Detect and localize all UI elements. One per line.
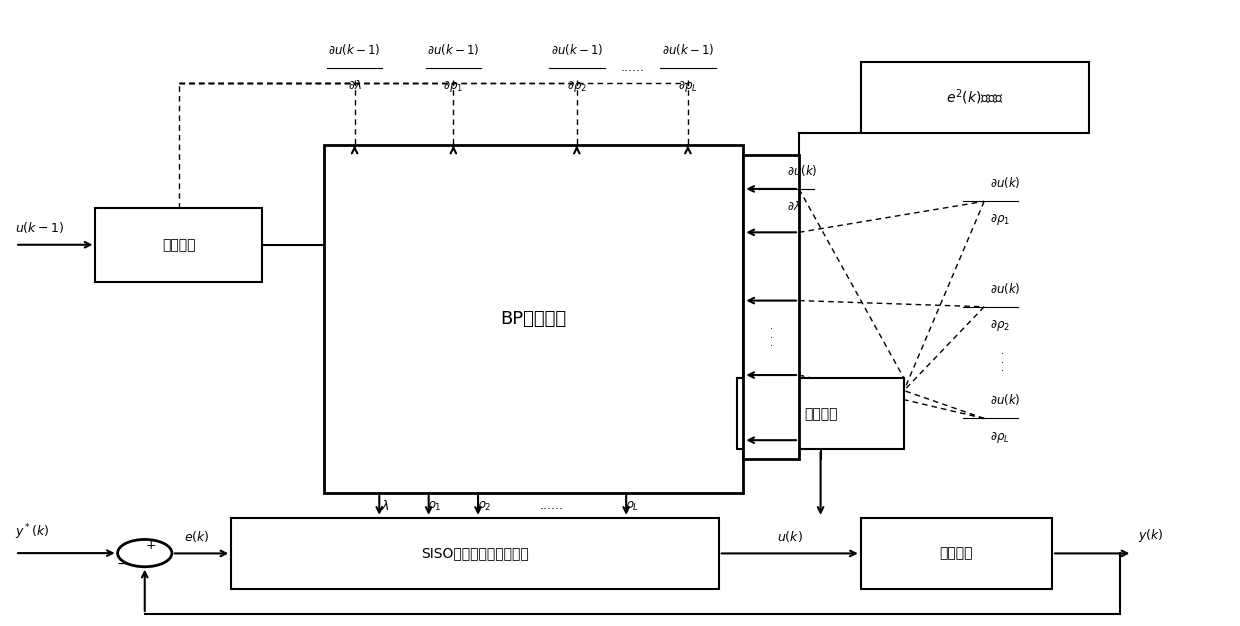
Text: $\partial u(k)$: $\partial u(k)$ — [991, 175, 1021, 190]
Bar — [231, 518, 719, 589]
Text: $u(k-1)$: $u(k-1)$ — [15, 220, 64, 235]
Text: $\rho_L$: $\rho_L$ — [625, 499, 640, 513]
Text: $\partial u(k-1)$: $\partial u(k-1)$ — [551, 42, 603, 57]
Bar — [744, 155, 799, 459]
Text: 偏导信息: 偏导信息 — [162, 238, 196, 252]
Text: $\lambda$: $\lambda$ — [381, 499, 389, 513]
Text: $\partial\rho_L$: $\partial\rho_L$ — [991, 429, 1009, 444]
Text: $\partial\lambda$: $\partial\lambda$ — [786, 200, 801, 213]
Text: $\partial u(k)$: $\partial u(k)$ — [991, 280, 1021, 295]
Text: $\rho_2$: $\rho_2$ — [477, 499, 491, 513]
Bar — [738, 378, 904, 449]
Bar — [324, 145, 744, 493]
Text: $u(k)$: $u(k)$ — [776, 529, 802, 544]
Bar — [861, 62, 1089, 133]
Text: $\partial u(k-1)$: $\partial u(k-1)$ — [329, 42, 381, 57]
Text: ·
·
·: · · · — [1001, 349, 1004, 376]
Text: $\partial\rho_2$: $\partial\rho_2$ — [567, 79, 587, 94]
Text: $\partial u(k)$: $\partial u(k)$ — [786, 163, 817, 178]
Text: $\partial u(k)$: $\partial u(k)$ — [991, 393, 1021, 408]
Text: $\partial u(k-1)$: $\partial u(k-1)$ — [662, 42, 714, 57]
Text: SISO偏格式无模型控制器: SISO偏格式无模型控制器 — [422, 546, 528, 560]
Text: BP神经网络: BP神经网络 — [501, 310, 567, 328]
Text: 被控对象: 被控对象 — [940, 546, 973, 560]
Text: −: − — [117, 557, 128, 572]
Text: $\partial u(k-1)$: $\partial u(k-1)$ — [427, 42, 480, 57]
Text: ·
·
·: · · · — [770, 324, 773, 351]
Text: ......: ...... — [620, 61, 645, 74]
Bar — [861, 518, 1052, 589]
Text: 梯度信息: 梯度信息 — [804, 407, 837, 421]
Text: $\partial\rho_1$: $\partial\rho_1$ — [991, 212, 1011, 227]
Text: $e(k)$: $e(k)$ — [185, 529, 210, 544]
Text: $\partial\rho_1$: $\partial\rho_1$ — [444, 79, 464, 94]
Text: $\partial\rho_L$: $\partial\rho_L$ — [678, 79, 698, 94]
Text: $y^*(k)$: $y^*(k)$ — [15, 522, 50, 542]
Text: $\rho_1$: $\rho_1$ — [428, 499, 443, 513]
Text: $\partial\lambda$: $\partial\lambda$ — [347, 79, 362, 92]
Text: $\partial\rho_2$: $\partial\rho_2$ — [991, 318, 1011, 333]
Text: $y(k)$: $y(k)$ — [1138, 527, 1164, 544]
Bar — [95, 208, 262, 282]
Text: $e^2(k)$最小化: $e^2(k)$最小化 — [946, 88, 1004, 107]
Text: ......: ...... — [541, 499, 564, 512]
Text: +: + — [145, 539, 156, 552]
